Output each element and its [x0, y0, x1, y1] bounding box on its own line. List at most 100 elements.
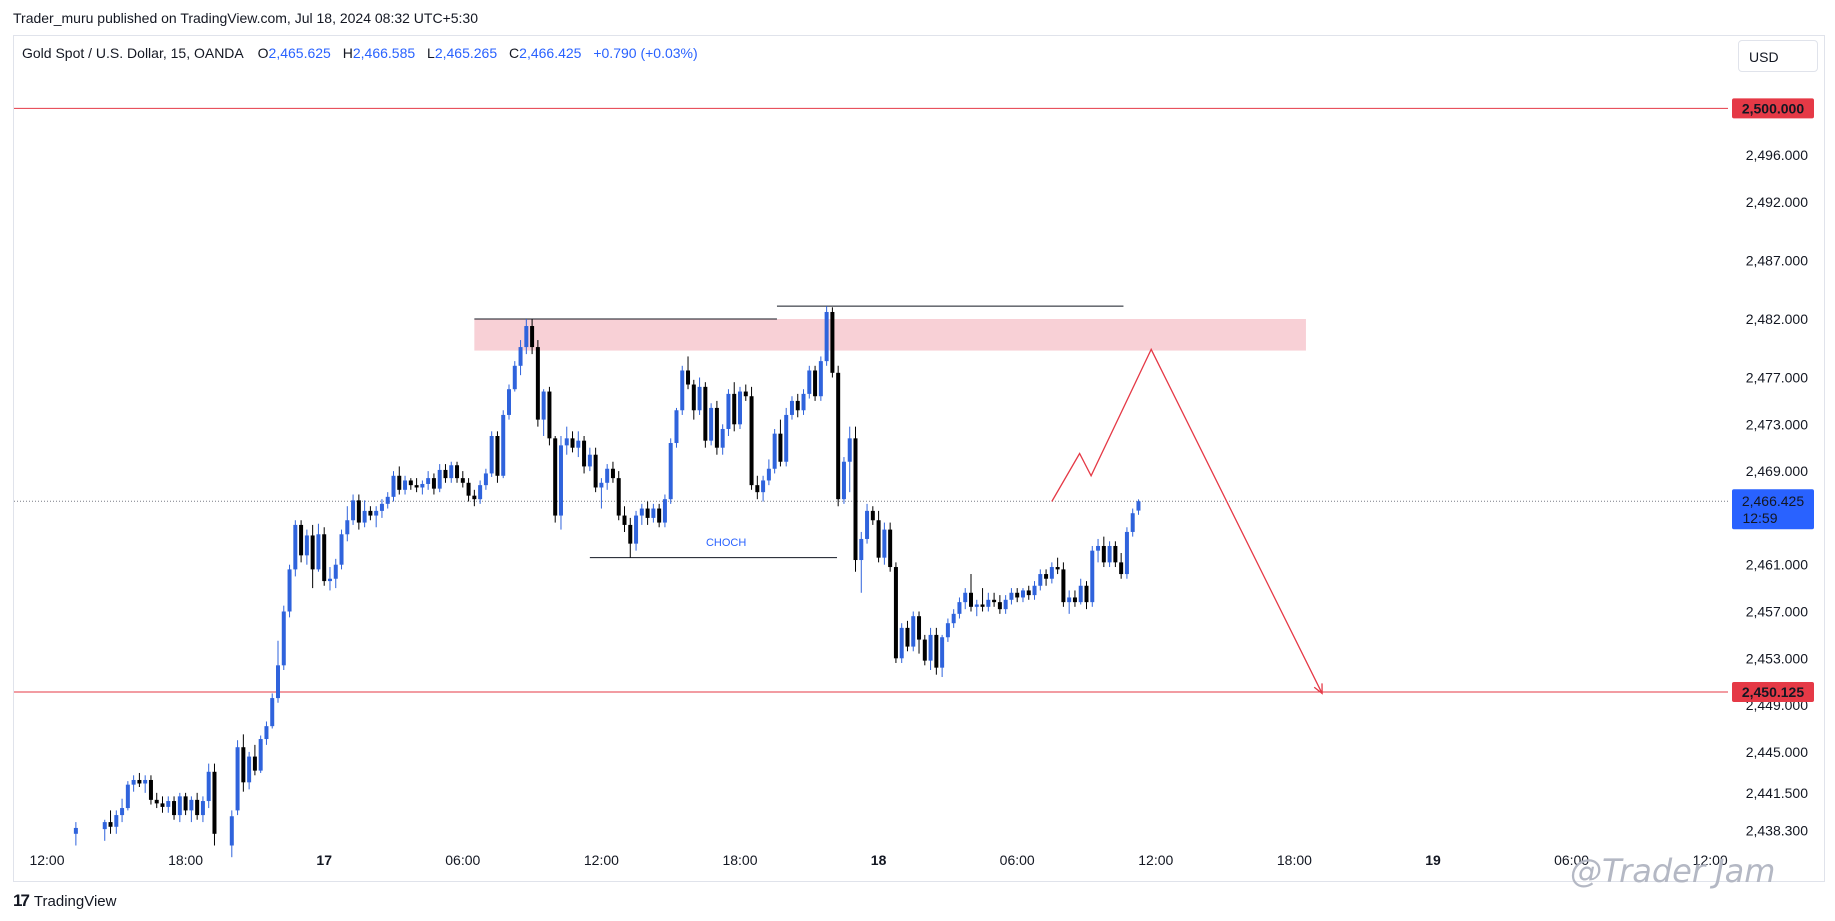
candle-body [957, 602, 962, 614]
candle-body [385, 496, 390, 504]
candle [200, 796, 205, 823]
candle-body [928, 634, 933, 661]
tradingview-brand[interactable]: 17 TradingView [13, 891, 116, 911]
projection-path [1051, 347, 1323, 694]
candle [362, 500, 367, 528]
candle [853, 426, 858, 572]
candle [974, 599, 979, 617]
candle [651, 503, 656, 523]
candle [576, 431, 581, 458]
chart-frame [13, 35, 1825, 882]
candle [108, 810, 113, 834]
candle [1049, 562, 1054, 584]
candle-body [587, 454, 592, 467]
candle [899, 623, 904, 663]
candle-body [986, 599, 991, 607]
candle-body [558, 445, 563, 516]
candle-body [605, 468, 610, 483]
low-label: L [427, 45, 435, 61]
candle [709, 403, 714, 446]
candle-body [709, 407, 714, 441]
candle-body [460, 478, 465, 483]
level-price-badge [1732, 681, 1814, 702]
candle [928, 627, 933, 670]
candle-body [841, 461, 846, 500]
candle [541, 389, 546, 436]
candle-body [512, 365, 517, 390]
candle-body [241, 747, 246, 783]
candle [992, 592, 997, 607]
candle [605, 464, 610, 490]
candle-body [535, 347, 540, 420]
currency-button[interactable]: USD [1738, 40, 1818, 72]
candle [807, 365, 812, 399]
candle [524, 319, 529, 355]
candle [824, 306, 829, 366]
candle-body [172, 801, 177, 816]
candle-body [680, 370, 685, 411]
candle-body [934, 634, 939, 668]
candle-body [229, 816, 234, 846]
y-tick-label: 2,482.000 [1746, 311, 1808, 327]
candle [1101, 536, 1106, 568]
low-value: 2,465.265 [434, 45, 498, 61]
candle [870, 506, 875, 525]
candle [1032, 581, 1037, 600]
candle [299, 520, 304, 563]
candle-body [1038, 574, 1043, 586]
candle-body [1067, 597, 1072, 603]
candle-body [489, 436, 494, 474]
candle-body [189, 799, 194, 811]
candle-body [899, 627, 904, 659]
candle [674, 407, 679, 448]
candle [813, 365, 818, 401]
high-value: 2,466.585 [352, 45, 416, 61]
candle-body [974, 604, 979, 607]
supply-zone [474, 319, 1306, 351]
y-tick-label: 2,492.000 [1746, 194, 1808, 210]
candle [668, 438, 673, 504]
candle-body [784, 414, 789, 462]
candle-body [235, 747, 240, 811]
candle-body [1078, 585, 1083, 603]
candle-body [888, 529, 893, 568]
candle [229, 810, 234, 858]
candle [102, 819, 107, 841]
close-value: 2,466.425 [519, 45, 582, 61]
candle [841, 457, 846, 504]
candle [258, 735, 263, 773]
candle [333, 558, 338, 589]
candle-body [905, 627, 910, 647]
candle [426, 471, 431, 490]
candle-body [443, 469, 448, 479]
candle [73, 822, 78, 846]
candle-body [1119, 562, 1124, 575]
candle-body [1136, 501, 1141, 511]
candle-body [206, 771, 211, 802]
candle-body [778, 433, 783, 462]
candle [553, 436, 558, 523]
candle-body [662, 499, 667, 523]
candle [940, 634, 945, 678]
candle-body [755, 485, 760, 493]
level-price-badge [1732, 98, 1814, 119]
candle-body [316, 534, 321, 570]
candle [616, 471, 621, 521]
candle-body [327, 578, 332, 582]
candle [1136, 499, 1141, 515]
candle [483, 468, 488, 490]
candle [1072, 590, 1077, 607]
candle-body [501, 414, 506, 476]
symbol-title[interactable]: Gold Spot / U.S. Dollar, 15, OANDA [22, 45, 244, 61]
candle-body [847, 438, 852, 462]
candle [530, 319, 535, 355]
candle-body [691, 384, 696, 411]
candle-body [645, 508, 650, 518]
candle-body [697, 386, 702, 411]
candle [443, 464, 448, 483]
candle [622, 506, 627, 532]
author-watermark: @Trader Jam [1570, 852, 1776, 890]
candle-body [73, 827, 78, 834]
candle-body [114, 815, 119, 827]
